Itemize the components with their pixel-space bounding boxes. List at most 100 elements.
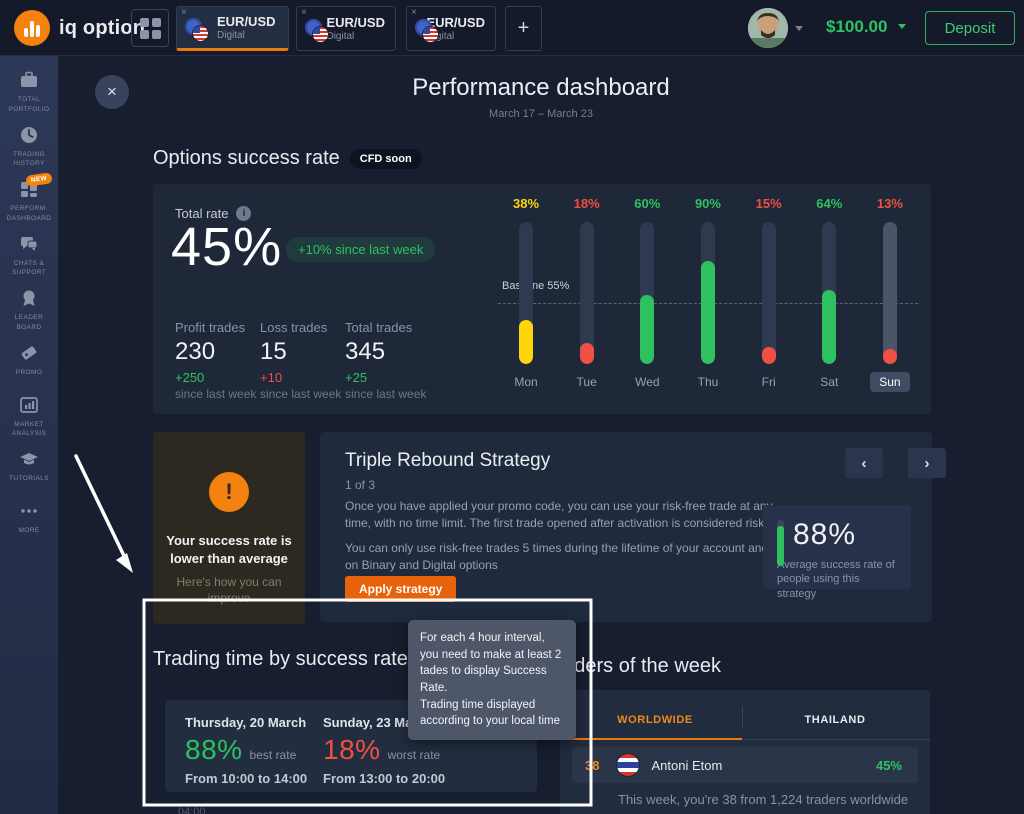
stat-label: Total trades bbox=[345, 320, 413, 335]
success-rate-card: Total rate i 45% +10% since last week Pr… bbox=[153, 184, 931, 414]
strategy-stat-card: 88% Average success rate of people using… bbox=[763, 505, 911, 600]
traders-caption: This week, you're 38 from 1,224 traders … bbox=[618, 792, 909, 807]
sidebar-item-more[interactable]: MORE bbox=[0, 495, 58, 547]
chart-bar-sat[interactable]: 64% Sat bbox=[801, 196, 857, 392]
warning-icon: ! bbox=[209, 472, 249, 512]
avatar[interactable] bbox=[748, 8, 788, 48]
close-dashboard-button[interactable]: × bbox=[95, 75, 129, 109]
tab-pair-label: EUR/USD bbox=[426, 15, 485, 31]
sidebar-label: MORE bbox=[18, 527, 40, 534]
total-rate-value: 45% bbox=[171, 217, 283, 277]
chart-bar-wed[interactable]: 60% Wed bbox=[619, 196, 675, 392]
heading-text: Options success rate bbox=[153, 147, 340, 169]
apply-strategy-button[interactable]: Apply strategy bbox=[345, 576, 457, 602]
chart-bar-sun[interactable]: 13% Sun bbox=[862, 196, 918, 392]
sidebar-item-tutorials[interactable]: TUTORIALS bbox=[0, 443, 58, 495]
stat-value: 345 bbox=[345, 338, 386, 365]
sidebar-item-promo[interactable]: PROMO bbox=[0, 337, 58, 389]
active-tab-underline bbox=[572, 738, 742, 740]
bar-category-label[interactable]: Thu bbox=[697, 375, 719, 389]
balance-amount[interactable]: $100.00 bbox=[826, 17, 888, 36]
bar-category-label[interactable]: Tue bbox=[576, 375, 597, 389]
stat-total-trades: Total trades 345 +25 since last week bbox=[345, 320, 426, 401]
strategy-paragraph: Once you have applied your promo code, y… bbox=[345, 499, 792, 531]
bar-category-label[interactable]: Wed bbox=[635, 375, 660, 389]
graduation-icon bbox=[20, 453, 38, 465]
medal-icon bbox=[23, 290, 35, 306]
stat-delta: +25 bbox=[345, 370, 368, 385]
bar-value-label: 15% bbox=[755, 196, 782, 211]
tab-pair-label: EUR/USD bbox=[326, 15, 385, 31]
close-icon[interactable]: × bbox=[411, 7, 417, 18]
sidebar-item-perform-dashboard[interactable]: NEW PERFORM. DASHBOARD bbox=[0, 172, 58, 228]
chart-bar-fri[interactable]: 15% Fri bbox=[741, 196, 797, 392]
bar-value-label: 13% bbox=[876, 196, 903, 211]
chart-bar-thu[interactable]: 90% Thu bbox=[680, 196, 736, 392]
tab-type-label: Digital bbox=[217, 30, 245, 42]
chart-bar-mon[interactable]: 38% Mon bbox=[498, 196, 554, 392]
traders-panel: WORLDWIDE THAILAND 38 Antoni Etom 45% Th… bbox=[560, 690, 930, 814]
sidebar-item-leader-board[interactable]: LEADER BOARD bbox=[0, 282, 58, 337]
sidebar-label: TUTORIALS bbox=[9, 475, 49, 482]
sidebar-item-chats-support[interactable]: CHATS & SUPPORT bbox=[0, 228, 58, 283]
main-content: × Performance dashboard March 17 – March… bbox=[58, 56, 1024, 814]
best-rate-label: best rate bbox=[249, 748, 297, 762]
deposit-button[interactable]: Deposit bbox=[925, 11, 1015, 45]
next-strategy-button[interactable]: › bbox=[908, 448, 946, 478]
sidebar-label: LEADER BOARD bbox=[14, 314, 44, 331]
trader-row[interactable]: 38 Antoni Etom 45% bbox=[572, 747, 918, 783]
bar-fill bbox=[882, 349, 897, 364]
promo-icon bbox=[21, 345, 37, 360]
avatar-chevron-down-icon[interactable] bbox=[795, 26, 803, 31]
stat-delta: +10 bbox=[260, 370, 283, 385]
asset-tab-2[interactable]: × EUR/USD Digital bbox=[296, 6, 396, 51]
close-icon[interactable]: × bbox=[301, 7, 307, 18]
sidebar-item-total-portfolio[interactable]: TOTAL PORTFOLIO bbox=[0, 64, 58, 119]
strategy-stat-value: 88% bbox=[793, 518, 857, 551]
sidebar-label: PROMO bbox=[15, 368, 43, 376]
bar-value-label: 60% bbox=[634, 196, 661, 211]
advice-card: ! Your success rate is lower than averag… bbox=[153, 432, 305, 624]
bar-category-label[interactable]: Sun bbox=[870, 372, 910, 392]
asset-grid-button[interactable] bbox=[131, 9, 169, 47]
close-icon[interactable]: × bbox=[181, 7, 187, 18]
tab-type-label: Digital bbox=[326, 31, 355, 43]
options-success-rate-heading: Options success rate CFD soon bbox=[153, 147, 422, 170]
bar-category-label[interactable]: Mon bbox=[514, 375, 538, 389]
briefcase-icon bbox=[21, 71, 37, 87]
bar-fill bbox=[761, 347, 776, 364]
clock-icon bbox=[21, 126, 37, 143]
prev-strategy-button[interactable]: ‹ bbox=[845, 448, 883, 478]
asset-tab-1[interactable]: × EUR/USD Digital bbox=[176, 6, 289, 51]
bar-track bbox=[640, 222, 655, 364]
bar-category-label[interactable]: Fri bbox=[761, 375, 776, 389]
tab-worldwide[interactable]: WORLDWIDE bbox=[617, 714, 693, 726]
bar-category-label[interactable]: Sat bbox=[820, 375, 839, 389]
strategy-card: Triple Rebound Strategy 1 of 3 Once you … bbox=[320, 432, 946, 622]
add-asset-button[interactable]: + bbox=[505, 6, 542, 51]
tab-pair-label: EUR/USD bbox=[217, 14, 276, 30]
stat-profit-trades: Profit trades 230 +250 since last week bbox=[175, 320, 256, 401]
stat-caption: since last week bbox=[175, 387, 257, 401]
chart-bar-tue[interactable]: 18% Tue bbox=[559, 196, 615, 392]
logo-bars-icon bbox=[14, 10, 50, 46]
bar-track bbox=[579, 222, 594, 364]
best-range: From 10:00 to 14:00 bbox=[185, 771, 308, 786]
sidebar-item-market-analysis[interactable]: MARKET ANALYSIS bbox=[0, 389, 58, 444]
trading-time-tooltip: For each 4 hour interval, you need to ma… bbox=[408, 620, 576, 741]
stat-loss-trades: Loss trades 15 +10 since last week bbox=[260, 320, 341, 401]
tab-thailand[interactable]: THAILAND bbox=[804, 714, 866, 726]
info-icon[interactable]: i bbox=[236, 206, 252, 221]
success-chart-bars: 38% Mon 18% Tue 60% Wed 90% Thu 15% Fri 64% Sat 13% S… bbox=[498, 196, 918, 392]
advice-title: Your success rate is lower than average bbox=[166, 533, 292, 566]
sidebar-item-trading-history[interactable]: TRADING HISTORY bbox=[0, 119, 58, 174]
worst-range: From 13:00 to 20:00 bbox=[323, 771, 446, 786]
trader-rate: 45% bbox=[875, 757, 902, 773]
stat-label: Profit trades bbox=[175, 320, 246, 335]
trader-rank: 38 bbox=[585, 757, 600, 773]
bar-track bbox=[519, 222, 533, 364]
balance-chevron-down-icon[interactable] bbox=[898, 24, 906, 29]
stat-delta: +250 bbox=[175, 370, 205, 385]
asset-tab-3[interactable]: × EUR/USD Digital bbox=[406, 6, 496, 51]
iq-option-logo[interactable]: iq option bbox=[14, 10, 145, 46]
